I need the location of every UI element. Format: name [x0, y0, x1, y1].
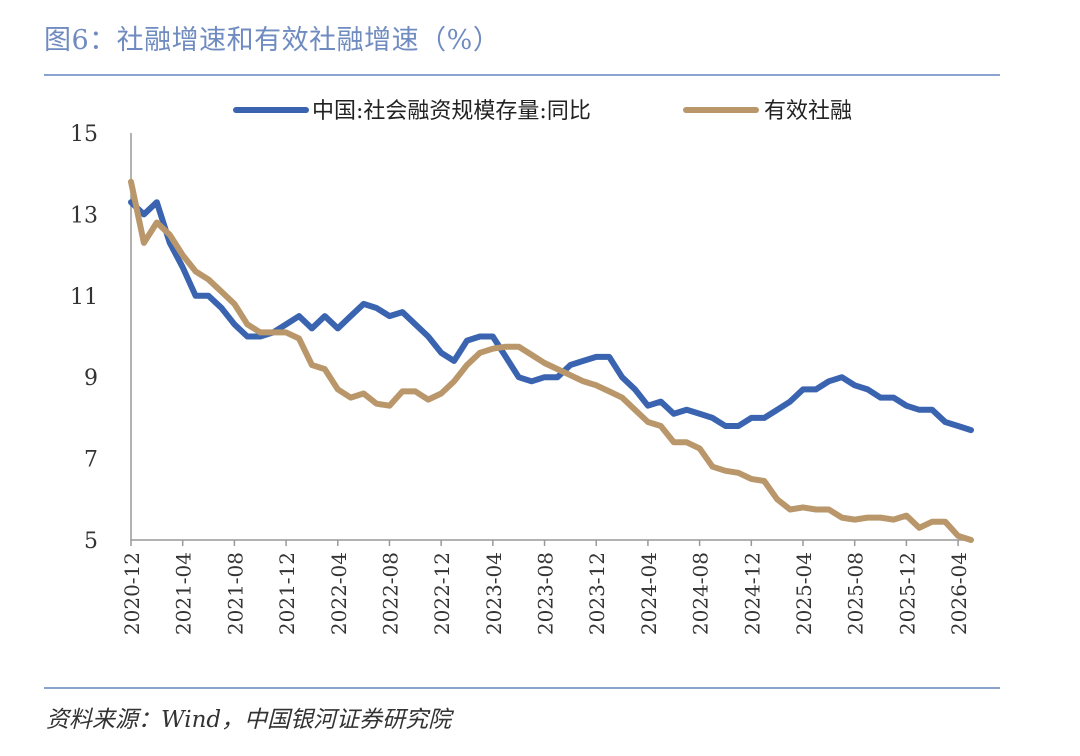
x-tick-label: 2021-08 [223, 552, 247, 635]
y-tick-label: 5 [84, 529, 98, 554]
x-tick-label: 2025-04 [792, 552, 816, 635]
source-divider [44, 687, 1000, 689]
page-title: 图6：社融增速和有效社融增速（%） [44, 25, 501, 56]
x-tick-label: 2024-12 [740, 552, 764, 635]
series-line-2 [128, 178, 974, 543]
y-tick-label: 15 [70, 122, 98, 147]
source-note: 资料来源：Wind，中国银河证券研究院 [46, 707, 452, 733]
y-tick-label: 9 [84, 366, 98, 391]
y-tick-label: 7 [84, 448, 98, 473]
series-line-1 [128, 199, 974, 434]
x-tick-label: 2025-08 [844, 552, 868, 635]
x-tick-label: 2023-04 [482, 552, 506, 635]
x-tick-label: 2022-04 [327, 552, 351, 635]
x-tick-label: 2020-12 [120, 552, 144, 635]
x-tick-label: 2022-08 [378, 552, 402, 635]
title-divider [44, 74, 1000, 76]
line-chart: 5 7 9 11 13 15 2020-12 2021-04 2021-08 2021-12 202… [70, 99, 974, 635]
x-tick-label: 2022-12 [430, 552, 454, 635]
legend-label-2: 有效社融 [764, 99, 852, 124]
y-tick-label: 13 [70, 203, 98, 228]
x-tick-label: 2024-04 [637, 552, 661, 635]
y-tick-label: 11 [70, 285, 98, 310]
x-tick-label: 2023-08 [534, 552, 558, 635]
x-tick-label: 2021-04 [172, 552, 196, 635]
x-tick-label: 2021-12 [275, 552, 299, 635]
x-tick-label: 2025-12 [895, 552, 919, 635]
x-tick-label: 2024-08 [689, 552, 713, 635]
x-tick-label: 2023-12 [585, 552, 609, 635]
x-tick-label: 2026-04 [947, 552, 971, 635]
legend-label-1: 中国:社会融资规模存量:同比 [312, 99, 591, 124]
